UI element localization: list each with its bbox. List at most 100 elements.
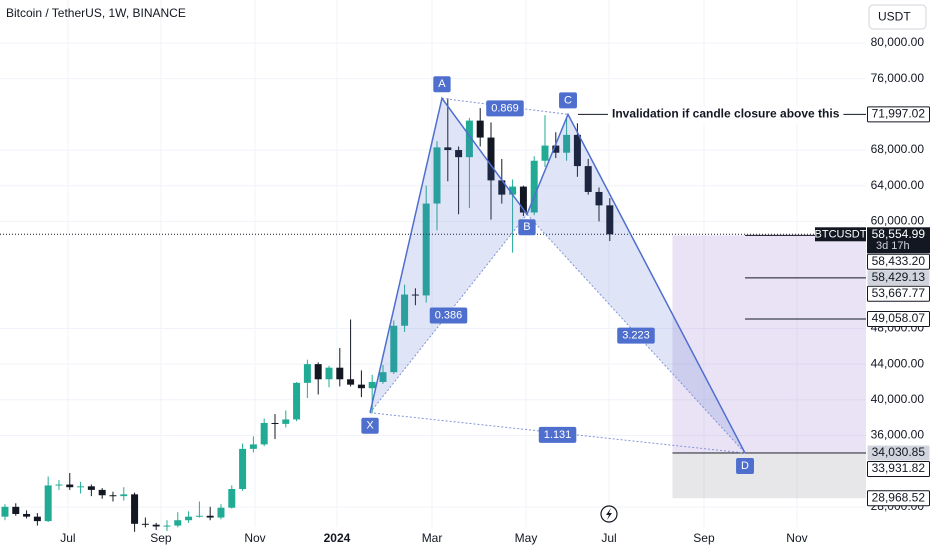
candle-body — [239, 448, 247, 490]
candle-body — [368, 381, 376, 389]
point-label: B — [518, 219, 536, 236]
point-label-text: B — [523, 221, 530, 233]
point-label-box — [559, 92, 577, 109]
point-label-text: X — [366, 420, 374, 432]
y-tick-label: 60,000.00 — [871, 214, 925, 228]
pattern-edge — [369, 96, 746, 454]
candle-body — [487, 137, 495, 181]
chart-title: Bitcoin / TetherUS, 1W, BINANCE — [6, 6, 186, 20]
candle-body — [260, 422, 268, 445]
x-tick-label: Sep — [693, 531, 715, 545]
x-tick-label: Mar — [422, 531, 443, 545]
candle-body — [584, 166, 592, 192]
x-tick-label: May — [515, 531, 538, 545]
x-tick-label: Nov — [786, 531, 807, 545]
point-label: C — [559, 92, 577, 109]
currency-button — [868, 4, 927, 30]
point-label-box — [736, 458, 755, 475]
candle-body — [282, 419, 290, 424]
target-zone — [672, 453, 866, 499]
candle-body — [455, 150, 463, 158]
x-tick-label: Jul — [60, 531, 75, 545]
target-zone — [672, 235, 866, 454]
y-tick-label: 80,000.00 — [871, 35, 925, 49]
candle-body — [163, 525, 171, 527]
candle-body — [336, 367, 344, 380]
candle-body — [23, 513, 31, 517]
candle-body — [563, 134, 571, 153]
candle-body — [401, 294, 409, 326]
candle-body — [1, 506, 9, 517]
candle-body — [476, 120, 484, 138]
ratio-label-box — [617, 327, 655, 344]
price-label-box — [867, 285, 930, 302]
ratio-label: 3.223 — [617, 327, 655, 344]
candle-body — [141, 523, 149, 525]
candle-body — [293, 382, 301, 420]
x-tick-label: Sep — [150, 531, 172, 545]
ratio-label-text: 0.386 — [435, 309, 463, 321]
candle-body — [444, 147, 452, 151]
replay-icon[interactable] — [600, 505, 618, 523]
price-label: 58,433.20 — [872, 254, 926, 268]
candle-body — [152, 524, 160, 527]
candle-body — [206, 515, 214, 518]
candle-body — [541, 145, 549, 161]
candle-body — [314, 364, 322, 380]
point-label-text: A — [438, 78, 446, 90]
candle-body — [465, 120, 473, 158]
price-label: 53,667.77 — [872, 286, 926, 300]
y-tick-label: 76,000.00 — [871, 71, 925, 85]
x-tick-label: Jul — [601, 531, 616, 545]
x-tick-label: 2024 — [324, 531, 351, 545]
candle-body — [109, 495, 117, 497]
candle-body — [347, 379, 355, 385]
price-label-box — [867, 106, 930, 123]
ratio-label: 1.131 — [538, 426, 577, 443]
ratio-label: 0.386 — [429, 307, 468, 324]
icon-bolt — [606, 508, 612, 520]
candle-body — [55, 484, 63, 486]
ratio-label-box — [538, 426, 577, 443]
price-label: 58,429.13 — [872, 270, 926, 284]
point-label-box — [433, 76, 451, 93]
candle-body — [33, 516, 41, 522]
annotation: Invalidation if candle closure above thi… — [608, 106, 844, 123]
candle-body — [357, 384, 365, 389]
y-tick-label: 44,000.00 — [871, 356, 925, 370]
ratio-label-text: 3.223 — [622, 330, 650, 342]
candle-body — [498, 180, 506, 195]
last-price-box — [867, 227, 930, 254]
ratio-label-box — [486, 100, 524, 117]
symbol-tag-text: BTCUSDT — [815, 229, 867, 241]
candle-body — [44, 485, 52, 522]
y-tick-label: 64,000.00 — [871, 178, 925, 192]
candle-body — [174, 520, 182, 526]
candle-body — [249, 444, 257, 449]
point-label: A — [433, 76, 451, 93]
point-label-box — [361, 417, 379, 434]
candle-body — [98, 489, 106, 496]
price-label: 33,931.82 — [872, 461, 926, 475]
candle-body — [303, 364, 311, 383]
point-label-text: C — [564, 94, 572, 106]
price-label-box — [867, 490, 930, 507]
candle-body — [271, 422, 279, 424]
candle-body — [77, 486, 85, 488]
ratio-line — [441, 97, 569, 115]
candle-body — [606, 205, 614, 235]
ratio-label-box — [429, 307, 468, 324]
candle-body — [66, 484, 74, 488]
candle-body — [552, 145, 560, 153]
candle-body — [120, 494, 128, 497]
price-label-box — [867, 253, 930, 270]
y-tick-label: 68,000.00 — [871, 142, 925, 156]
price-label: 49,058.07 — [872, 311, 926, 325]
candle-body — [195, 515, 203, 517]
candle-body — [12, 506, 20, 514]
candle-body — [519, 186, 527, 213]
candle-body — [228, 489, 236, 508]
point-label-box — [518, 219, 536, 236]
